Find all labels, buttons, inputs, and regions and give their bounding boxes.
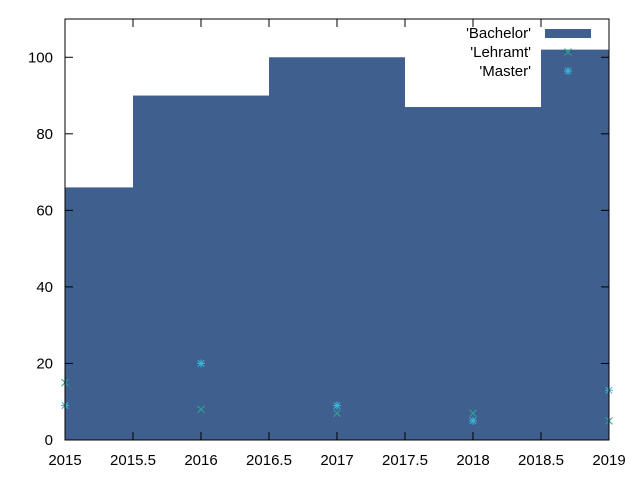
- legend-label: 'Master': [479, 63, 531, 80]
- bar-2016: [133, 95, 269, 440]
- lehramt-point-2017: [333, 409, 341, 418]
- legend-swatch: [564, 48, 572, 56]
- y-tick-label: 80: [36, 126, 53, 143]
- bar-2017: [269, 57, 405, 440]
- bachelor-series: [65, 49, 609, 440]
- y-tick-label: 40: [36, 279, 53, 296]
- bar-2019: [541, 49, 609, 440]
- y-tick-label: 0: [45, 432, 53, 449]
- legend: 'Bachelor' 'Lehramt' 'Master': [466, 25, 591, 80]
- y-tick-label: 100: [28, 49, 53, 66]
- legend-swatch: [545, 29, 591, 38]
- legend-label: 'Lehramt': [470, 44, 531, 61]
- master-point-2017: [333, 401, 341, 410]
- x-tick-label: 2017: [320, 452, 353, 469]
- axis-ticks: 2015 2015.5 2016 2016.5 2017 2017.5 2018 2018.5…: [28, 19, 626, 469]
- master-point-2018: [469, 416, 477, 425]
- legend-swatch: [564, 67, 572, 75]
- y-tick-label: 20: [36, 355, 53, 372]
- x-tick-label: 2018.5: [518, 452, 564, 469]
- x-tick-label: 2017.5: [382, 452, 428, 469]
- x-tick-label: 2015: [48, 452, 81, 469]
- x-tick-label: 2016.5: [246, 452, 292, 469]
- y-tick-label: 60: [36, 202, 53, 219]
- lehramt-point-2016: [197, 405, 205, 414]
- x-tick-label: 2015.5: [110, 452, 156, 469]
- x-tick-label: 2019: [592, 452, 625, 469]
- x-tick-label: 2018: [456, 452, 489, 469]
- master-point-2016: [197, 359, 205, 368]
- lehramt-point-2018: [469, 409, 477, 418]
- x-tick-label: 2016: [184, 452, 217, 469]
- bar-2015: [65, 187, 133, 440]
- legend-label: 'Bachelor': [466, 25, 531, 42]
- bar-2018: [405, 107, 541, 440]
